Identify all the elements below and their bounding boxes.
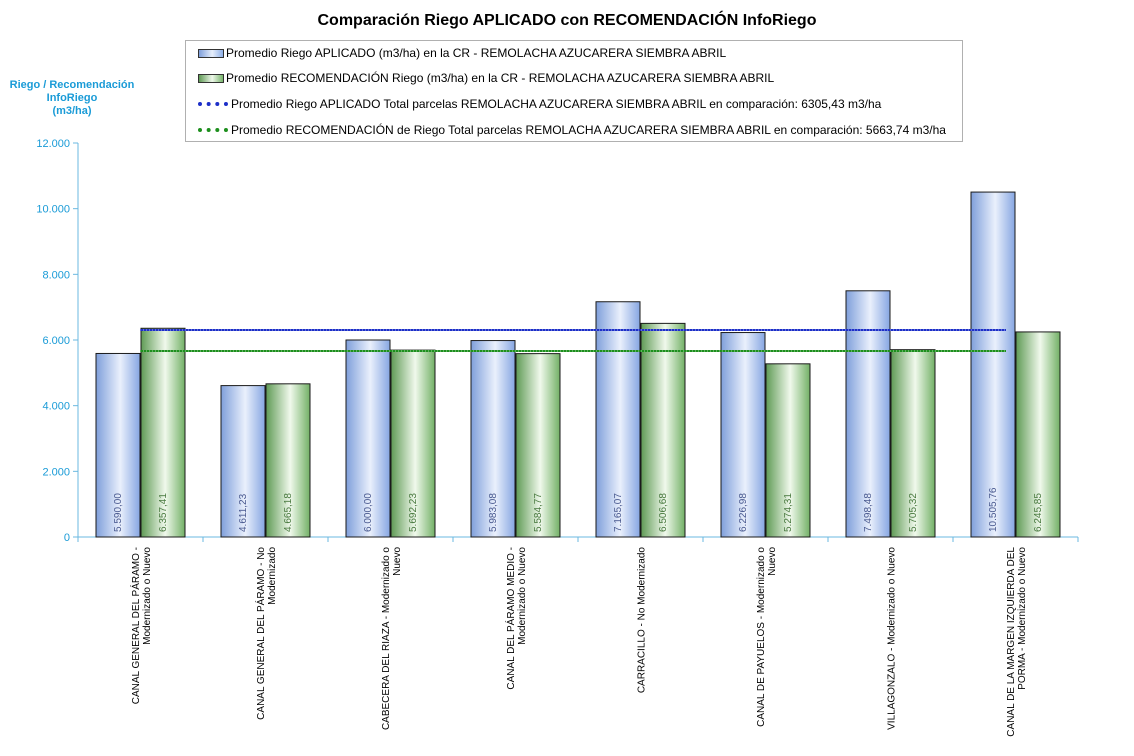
legend-swatch-applied — [198, 48, 224, 58]
bar-recommended — [140, 327, 186, 538]
x-category-label: CANAL GENERAL DEL PÁRAMO - Modernizado o … — [129, 547, 153, 705]
x-category-label-line: Modernizado o Nuevo — [142, 547, 153, 645]
legend-item-recommended: Promedio RECOMENDACIÓN Riego (m3/ha) en … — [198, 70, 774, 86]
bar-recommended — [765, 363, 811, 538]
legend-item-applied: Promedio Riego APLICADO (m3/ha) en la CR… — [198, 45, 726, 61]
x-category-label-line: Nuevo — [392, 547, 403, 576]
data-label-recommended: 6.357,41 — [158, 493, 169, 532]
y-axis-title-line: (m3/ha) — [52, 105, 92, 117]
legend-label-applied: Promedio Riego APLICADO (m3/ha) en la CR… — [226, 46, 727, 60]
x-category-label: CANAL DE LA MARGEN IZQUIERDA DEL PORMA - … — [1006, 547, 1028, 737]
x-category-label: CANAL DE PAYUELOS - Modernizado o Nuevo — [756, 547, 778, 727]
legend-swatch-recommended-average — [198, 128, 228, 132]
data-label-recommended: 4.665,18 — [283, 493, 294, 532]
data-label-applied: 6.226,98 — [738, 493, 749, 532]
legend-label-recommended: Promedio RECOMENDACIÓN Riego (m3/ha) en … — [226, 71, 775, 85]
y-tick-label: 2.000 — [42, 466, 70, 478]
data-label-applied: 5.590,00 — [113, 493, 124, 532]
legend-item-applied-average: Promedio Riego APLICADO Total parcelas R… — [198, 96, 881, 112]
y-tick-label: 6.000 — [42, 335, 70, 347]
data-label-applied: 5.983,08 — [488, 493, 499, 532]
x-category-label-line: CANAL DE PAYUELOS - Modernizado o — [756, 547, 767, 727]
bar-applied — [95, 352, 141, 538]
bar-recommended — [265, 383, 311, 538]
x-category-label: CABECERA DEL RIAZA - Modernizado o Nuevo — [381, 547, 403, 730]
bar-recommended — [890, 349, 936, 538]
bar-applied — [345, 339, 391, 538]
x-category-label-line: Modernizado o Nuevo — [517, 547, 528, 645]
bar-applied — [470, 340, 516, 538]
chart-legend: Promedio Riego APLICADO (m3/ha) en la CR… — [185, 40, 963, 142]
bar-recommended — [515, 353, 561, 538]
x-category-label-line: CANAL DE LA MARGEN IZQUIERDA DEL — [1006, 547, 1017, 737]
x-category-label-line: CANAL GENERAL DEL PÁRAMO - — [129, 547, 142, 704]
data-label-applied: 10.505,76 — [988, 487, 999, 532]
legend-item-recommended-average: Promedio RECOMENDACIÓN de Riego Total pa… — [198, 122, 946, 138]
legend-label-recommended-average: Promedio RECOMENDACIÓN de Riego Total pa… — [231, 123, 946, 137]
x-category-label: VILLAGONZALO - Modernizado o Nuevo — [887, 547, 898, 730]
x-category-label: CARRACILLO - No Modernizado — [637, 547, 648, 694]
x-category-label-line: CABECERA DEL RIAZA - Modernizado o — [381, 547, 392, 730]
x-category-label-line: CANAL GENERAL DEL PÁRAMO - No — [254, 547, 267, 720]
bar-recommended — [390, 349, 436, 538]
x-category-label-line: CARRACILLO - No Modernizado — [637, 547, 648, 694]
y-tick-label: 12.000 — [36, 138, 70, 150]
y-tick-label: 4.000 — [42, 401, 70, 413]
data-label-recommended: 5.274,31 — [783, 493, 794, 532]
data-label-recommended: 5.584,77 — [533, 493, 544, 532]
data-label-applied: 6.000,00 — [363, 493, 374, 532]
bar-applied — [845, 290, 891, 538]
bar-applied — [595, 301, 641, 538]
y-tick-label: 0 — [64, 532, 70, 544]
data-label-recommended: 6.506,68 — [658, 493, 669, 532]
data-label-applied: 7.498,48 — [863, 493, 874, 532]
data-label-recommended: 5.692,23 — [408, 493, 419, 532]
x-category-label-line: CANAL DEL PÁRAMO MEDIO - — [504, 547, 517, 690]
legend-swatch-recommended — [198, 73, 224, 83]
y-axis-title-line: Riego / Recomendación — [9, 79, 135, 91]
y-tick-label: 8.000 — [42, 269, 70, 281]
x-category-label: CANAL GENERAL DEL PÁRAMO - No Modernizado — [254, 547, 278, 720]
bar-recommended — [640, 322, 686, 538]
x-category-label-line: Nuevo — [767, 547, 778, 576]
bar-applied — [970, 191, 1016, 538]
data-label-recommended: 5.705,32 — [908, 493, 919, 532]
data-label-applied: 7.165,07 — [613, 493, 624, 532]
x-category-label: CANAL DEL PÁRAMO MEDIO - Modernizado o Nu… — [504, 547, 528, 690]
bar-recommended — [1015, 331, 1061, 538]
y-axis-title-line: InfoRiego — [46, 92, 98, 104]
x-category-label-line: PORMA - Modernizado o Nuevo — [1017, 547, 1028, 690]
chart-title: Comparación Riego APLICADO con RECOMENDA… — [317, 12, 817, 29]
legend-label-applied-average: Promedio Riego APLICADO Total parcelas R… — [231, 97, 882, 111]
x-category-label-line: VILLAGONZALO - Modernizado o Nuevo — [887, 547, 898, 730]
x-category-label-line: Modernizado — [267, 547, 278, 605]
data-label-applied: 4.611,23 — [238, 493, 249, 532]
data-label-recommended: 6.245,85 — [1033, 493, 1044, 532]
y-axis-title: Riego / Recomendación InfoRiego (m3/ha) — [4, 79, 140, 118]
bar-applied — [720, 332, 766, 538]
y-tick-label: 10.000 — [36, 204, 70, 216]
legend-swatch-applied-average — [198, 102, 228, 106]
bar-applied — [220, 385, 266, 538]
